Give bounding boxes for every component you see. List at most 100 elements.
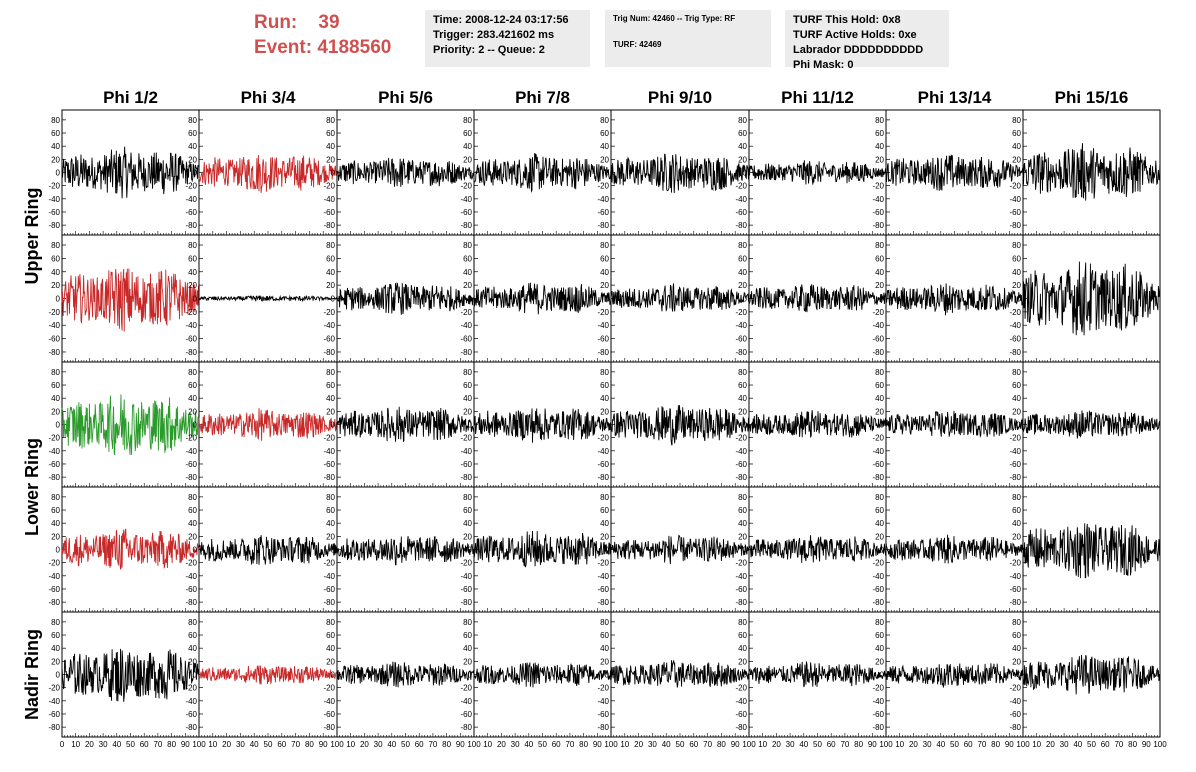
waveform-trace [61, 528, 200, 570]
y-tick-label: -60 [460, 460, 472, 469]
turf-this-hold-text: TURF This Hold: 0x8 [793, 14, 901, 26]
y-tick-label: -40 [323, 572, 335, 581]
y-tick-label: 20 [600, 532, 609, 541]
y-tick-label: -80 [597, 348, 609, 357]
y-tick-label: -20 [460, 308, 472, 317]
x-tick-label: 20 [772, 740, 781, 749]
y-tick-label: -20 [1009, 559, 1021, 568]
y-tick-label: 60 [188, 381, 197, 390]
y-tick-label: -20 [48, 684, 60, 693]
y-tick-label: -40 [872, 195, 884, 204]
y-tick-label: 20 [326, 407, 335, 416]
y-tick-label: -60 [735, 710, 747, 719]
x-tick-label: 80 [442, 740, 451, 749]
x-tick-label: 70 [703, 740, 712, 749]
y-tick-label: 20 [1012, 657, 1021, 666]
y-tick-label: 60 [463, 254, 472, 263]
y-tick-label: -40 [323, 321, 335, 330]
x-tick-label: 100 [604, 740, 618, 749]
y-tick-label: -40 [872, 321, 884, 330]
x-tick-label: 40 [662, 740, 671, 749]
x-tick-label: 20 [1046, 740, 1055, 749]
y-tick-label: 80 [463, 493, 472, 502]
y-tick-label: -80 [597, 473, 609, 482]
y-tick-label: -60 [185, 208, 197, 217]
y-tick-label: -80 [48, 723, 60, 732]
y-tick-label: -60 [735, 585, 747, 594]
y-tick-label: -60 [735, 208, 747, 217]
y-tick-label: 0 [743, 169, 748, 178]
y-tick-label: 40 [875, 268, 884, 277]
event-value: 4188560 [317, 37, 392, 58]
y-tick-label: 0 [743, 546, 748, 555]
y-tick-label: -80 [735, 473, 747, 482]
y-tick-label: 60 [600, 129, 609, 138]
y-tick-label: -20 [1009, 308, 1021, 317]
y-tick-label: 80 [600, 116, 609, 125]
y-tick-label: 20 [463, 155, 472, 164]
y-tick-label: -40 [48, 572, 60, 581]
x-tick-label: 50 [1087, 740, 1096, 749]
y-tick-label: 40 [600, 644, 609, 653]
y-tick-label: 20 [326, 657, 335, 666]
y-tick-label: -40 [460, 195, 472, 204]
y-tick-label: -40 [48, 697, 60, 706]
y-tick-label: -20 [1009, 434, 1021, 443]
y-tick-label: -20 [185, 308, 197, 317]
y-tick-label: 80 [875, 493, 884, 502]
y-tick-label: 40 [326, 268, 335, 277]
y-tick-label: -20 [460, 684, 472, 693]
y-tick-label: 40 [463, 394, 472, 403]
y-tick-label: -20 [185, 434, 197, 443]
y-tick-label: 0 [331, 671, 336, 680]
y-tick-label: 20 [875, 281, 884, 290]
x-tick-label: 40 [250, 740, 259, 749]
y-tick-label: -80 [48, 221, 60, 230]
x-tick-label: 60 [552, 740, 561, 749]
x-tick-label: 30 [374, 740, 383, 749]
x-tick-label: 40 [936, 740, 945, 749]
y-tick-label: 20 [875, 155, 884, 164]
y-tick-label: 20 [51, 407, 60, 416]
y-tick-label: -80 [872, 221, 884, 230]
y-tick-label: -20 [597, 182, 609, 191]
y-tick-label: 40 [51, 519, 60, 528]
y-tick-label: 20 [600, 281, 609, 290]
y-tick-label: -20 [460, 559, 472, 568]
y-tick-label: -20 [735, 434, 747, 443]
waveform-trace [885, 283, 1024, 316]
y-tick-label: 20 [600, 657, 609, 666]
y-tick-label: 20 [326, 281, 335, 290]
y-tick-label: 0 [193, 295, 198, 304]
x-tick-label: 40 [1073, 740, 1082, 749]
phi-column-label: Phi 1/2 [103, 88, 158, 107]
x-tick-label: 30 [511, 740, 520, 749]
x-tick-label: 20 [85, 740, 94, 749]
trigger-text: Trigger: 283.421602 ms [433, 29, 555, 41]
x-tick-label: 90 [1142, 740, 1151, 749]
y-tick-label: 80 [1012, 493, 1021, 502]
waveform-trace [748, 535, 887, 563]
y-tick-label: -80 [323, 348, 335, 357]
y-tick-label: 40 [600, 394, 609, 403]
y-tick-label: 40 [738, 519, 747, 528]
y-tick-label: -60 [597, 460, 609, 469]
y-tick-label: 20 [463, 281, 472, 290]
waveform-trace [473, 408, 612, 443]
waveform-trace [748, 160, 887, 185]
x-tick-label: 20 [360, 740, 369, 749]
y-tick-label: -80 [872, 348, 884, 357]
y-tick-label: -80 [872, 473, 884, 482]
y-tick-label: -40 [735, 321, 747, 330]
y-tick-label: -60 [1009, 460, 1021, 469]
y-tick-label: -40 [735, 447, 747, 456]
y-tick-label: 40 [1012, 644, 1021, 653]
x-tick-label: 80 [1128, 740, 1137, 749]
y-tick-label: 20 [51, 281, 60, 290]
waveform-trace [885, 663, 1024, 688]
y-tick-label: 20 [738, 532, 747, 541]
y-tick-label: 20 [188, 281, 197, 290]
waveform-trace [473, 662, 612, 688]
x-tick-label: 80 [167, 740, 176, 749]
